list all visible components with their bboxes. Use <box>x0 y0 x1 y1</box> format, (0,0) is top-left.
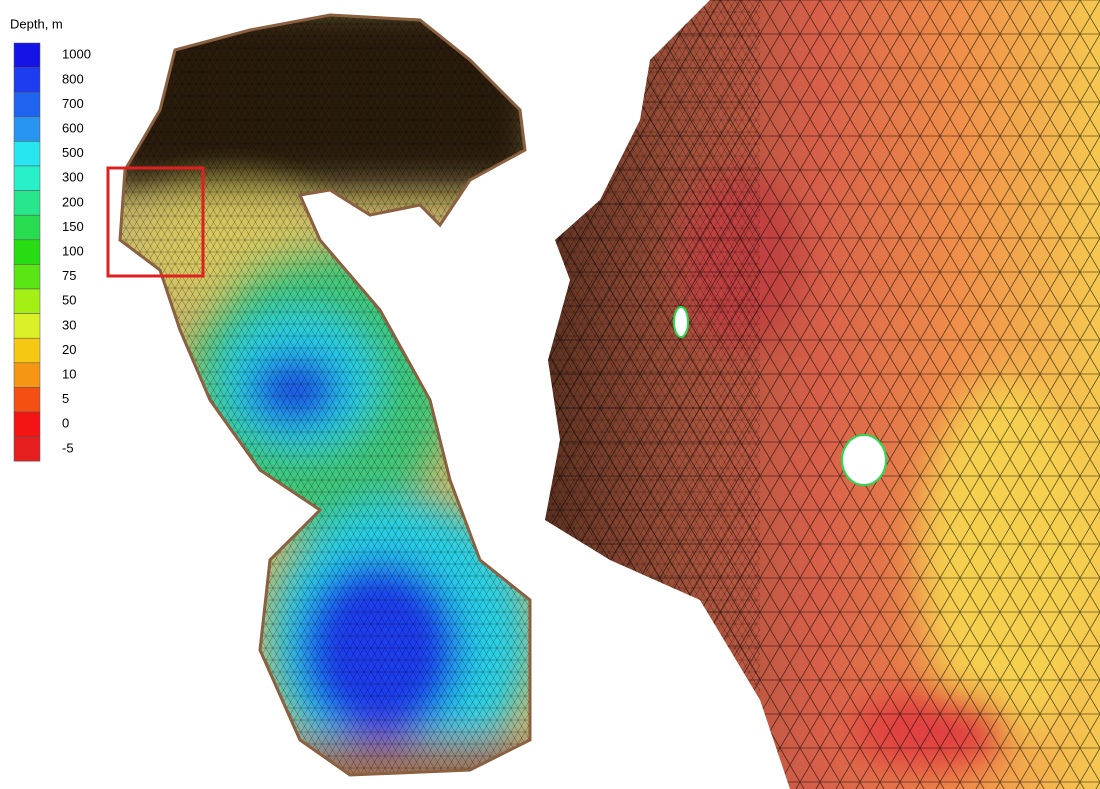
legend-swatch <box>13 337 41 364</box>
legend-label: 20 <box>62 342 76 357</box>
legend-label: 200 <box>62 194 84 209</box>
zoom-map <box>545 0 1100 789</box>
legend-label: 150 <box>62 219 84 234</box>
legend: Depth, m 1000800700600500300200150100755… <box>10 16 91 462</box>
legend-swatch <box>13 387 41 413</box>
legend-swatch <box>13 42 41 68</box>
legend-label: 30 <box>62 317 76 332</box>
legend-swatch <box>13 239 41 265</box>
legend-swatch <box>13 141 41 167</box>
legend-swatch <box>13 436 41 462</box>
legend-swatch <box>13 362 41 388</box>
legend-swatch <box>13 116 41 142</box>
zoom-box <box>106 166 205 278</box>
legend-swatch <box>13 91 41 118</box>
legend-label: 75 <box>62 268 76 283</box>
caspian-map <box>106 13 532 777</box>
legend-swatch <box>13 411 41 437</box>
legend-label: 500 <box>62 145 84 160</box>
legend-label: 300 <box>62 170 84 185</box>
legend-label: -5 <box>62 440 74 455</box>
legend-swatch <box>13 165 41 191</box>
legend-label: 1000 <box>62 47 91 62</box>
legend-label: 10 <box>62 367 76 382</box>
legend-label: 50 <box>62 293 76 308</box>
legend-label: 800 <box>62 71 84 86</box>
legend-swatch <box>13 313 41 339</box>
legend-title: Depth, m <box>10 16 63 31</box>
legend-swatch <box>13 190 41 216</box>
legend-label: 0 <box>62 416 69 431</box>
legend-swatch <box>13 264 41 290</box>
legend-label: 100 <box>62 244 84 259</box>
legend-label: 700 <box>62 96 84 111</box>
legend-swatch <box>13 288 41 314</box>
legend-label: 600 <box>62 121 84 136</box>
legend-label: 5 <box>62 391 69 406</box>
legend-swatch <box>13 67 41 93</box>
legend-swatch <box>13 214 41 241</box>
